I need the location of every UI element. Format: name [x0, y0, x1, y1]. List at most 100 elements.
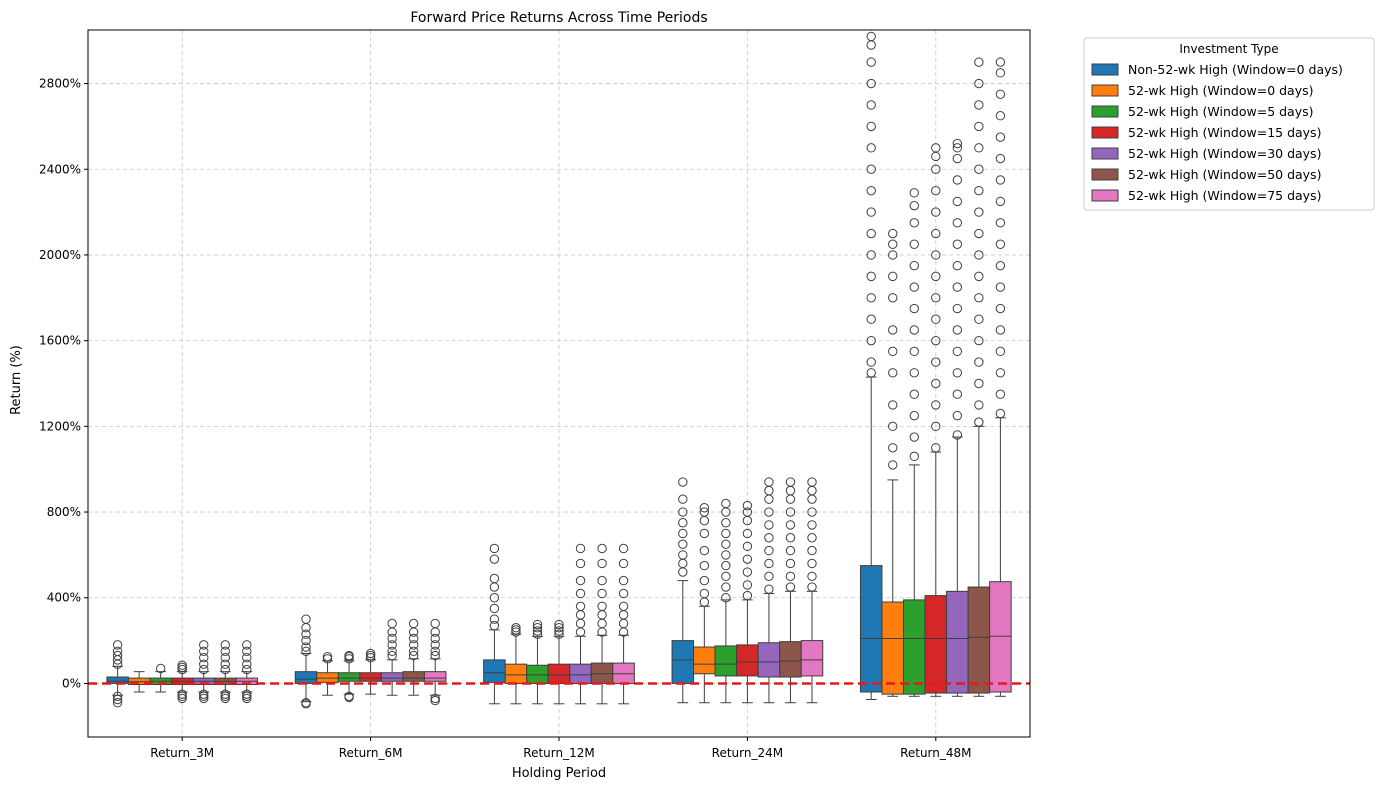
outlier-point — [888, 421, 898, 432]
outlier-point — [995, 175, 1006, 185]
box-iqr — [526, 664, 549, 684]
box-iqr — [359, 672, 382, 682]
outlier-point — [952, 218, 963, 228]
outlier-point — [177, 691, 187, 701]
legend-swatch — [1091, 126, 1119, 139]
box-1-2 — [504, 623, 528, 705]
box-iqr — [946, 590, 969, 694]
outlier-point — [931, 143, 941, 153]
box-1-0 — [127, 671, 151, 693]
outlier-point — [721, 550, 731, 560]
outlier-point — [408, 633, 419, 644]
outlier-point — [301, 699, 311, 709]
outlier-point — [699, 515, 710, 526]
outlier-point — [974, 143, 984, 153]
box-3-0 — [170, 660, 194, 704]
outlier-point — [430, 618, 440, 629]
outlier-point — [220, 659, 230, 669]
outlier-point — [678, 550, 688, 560]
box-iqr — [736, 644, 759, 677]
outlier-point — [995, 239, 1006, 249]
outlier-point — [242, 693, 252, 704]
outlier-point — [199, 646, 209, 657]
outlier-point — [888, 368, 898, 378]
outlier-point — [597, 610, 607, 620]
outlier-point — [597, 588, 607, 599]
outlier-point — [952, 138, 963, 149]
outlier-point — [575, 575, 586, 586]
outlier-point — [952, 303, 963, 314]
outlier-point — [489, 620, 500, 631]
outlier-point — [242, 689, 252, 699]
outlier-point — [785, 477, 796, 487]
outlier-point — [242, 646, 252, 657]
outlier-point — [931, 164, 941, 174]
outlier-point — [301, 635, 311, 646]
box-5-0 — [213, 640, 237, 704]
outlier-point — [866, 250, 876, 260]
outlier-point — [618, 601, 629, 612]
outlier-point — [322, 651, 333, 662]
outlier-point — [575, 610, 586, 620]
outlier-point — [678, 539, 688, 549]
outlier-point — [199, 659, 209, 669]
outlier-point — [974, 100, 984, 110]
box-iqr — [671, 640, 695, 684]
outlier-point — [554, 626, 564, 636]
y-tick-label: 0% — [62, 676, 81, 690]
outlier-point — [995, 68, 1006, 78]
box-0-3 — [671, 477, 695, 704]
outlier-point — [995, 89, 1006, 99]
box-3-4 — [924, 143, 948, 697]
outlier-point — [785, 582, 796, 592]
outlier-point — [995, 368, 1006, 378]
box-0-4 — [859, 31, 883, 701]
outlier-point — [764, 545, 774, 556]
x-axis-label: Holding Period — [512, 766, 606, 781]
box-iqr — [337, 672, 361, 682]
outlier-point — [511, 625, 521, 635]
outlier-point — [489, 614, 500, 624]
outlier-point — [952, 175, 963, 185]
outlier-point — [995, 303, 1006, 314]
box-2-3 — [714, 498, 738, 704]
box-iqr — [989, 581, 1012, 693]
outlier-point — [807, 558, 817, 569]
outlier-point — [952, 389, 963, 399]
outlier-point — [220, 664, 230, 675]
outlier-point — [742, 500, 753, 511]
outlier-point — [888, 460, 898, 470]
outlier-point — [931, 335, 941, 346]
box-5-4 — [967, 57, 991, 697]
outlier-point — [866, 293, 876, 303]
outlier-point — [511, 627, 521, 637]
outlier-point — [365, 650, 376, 661]
outlier-point — [909, 188, 919, 198]
outlier-point — [866, 100, 876, 110]
outlier-point — [220, 689, 230, 699]
outlier-point — [742, 567, 753, 577]
outlier-point — [909, 239, 919, 249]
box-2-4 — [903, 188, 926, 697]
outlier-point — [597, 543, 607, 554]
outlier-point — [888, 293, 898, 303]
box-iqr — [547, 663, 571, 684]
outlier-point — [931, 250, 941, 260]
outlier-point — [995, 346, 1006, 357]
outlier-point — [807, 477, 817, 487]
box-iqr — [757, 642, 781, 678]
outlier-point — [242, 653, 252, 663]
box-6-1 — [423, 618, 447, 706]
outlier-point — [742, 541, 753, 552]
outlier-point — [301, 642, 311, 652]
outlier-point — [365, 648, 376, 659]
legend-label: 52-wk High (Window=30 days) — [1128, 146, 1321, 161]
outlier-point — [952, 153, 963, 164]
outlier-point — [866, 207, 876, 217]
outlier-point — [242, 664, 252, 675]
outlier-point — [909, 432, 919, 442]
outlier-point — [931, 207, 941, 217]
outlier-point — [974, 400, 984, 410]
outlier-point — [785, 507, 796, 517]
outlier-point — [974, 164, 984, 174]
